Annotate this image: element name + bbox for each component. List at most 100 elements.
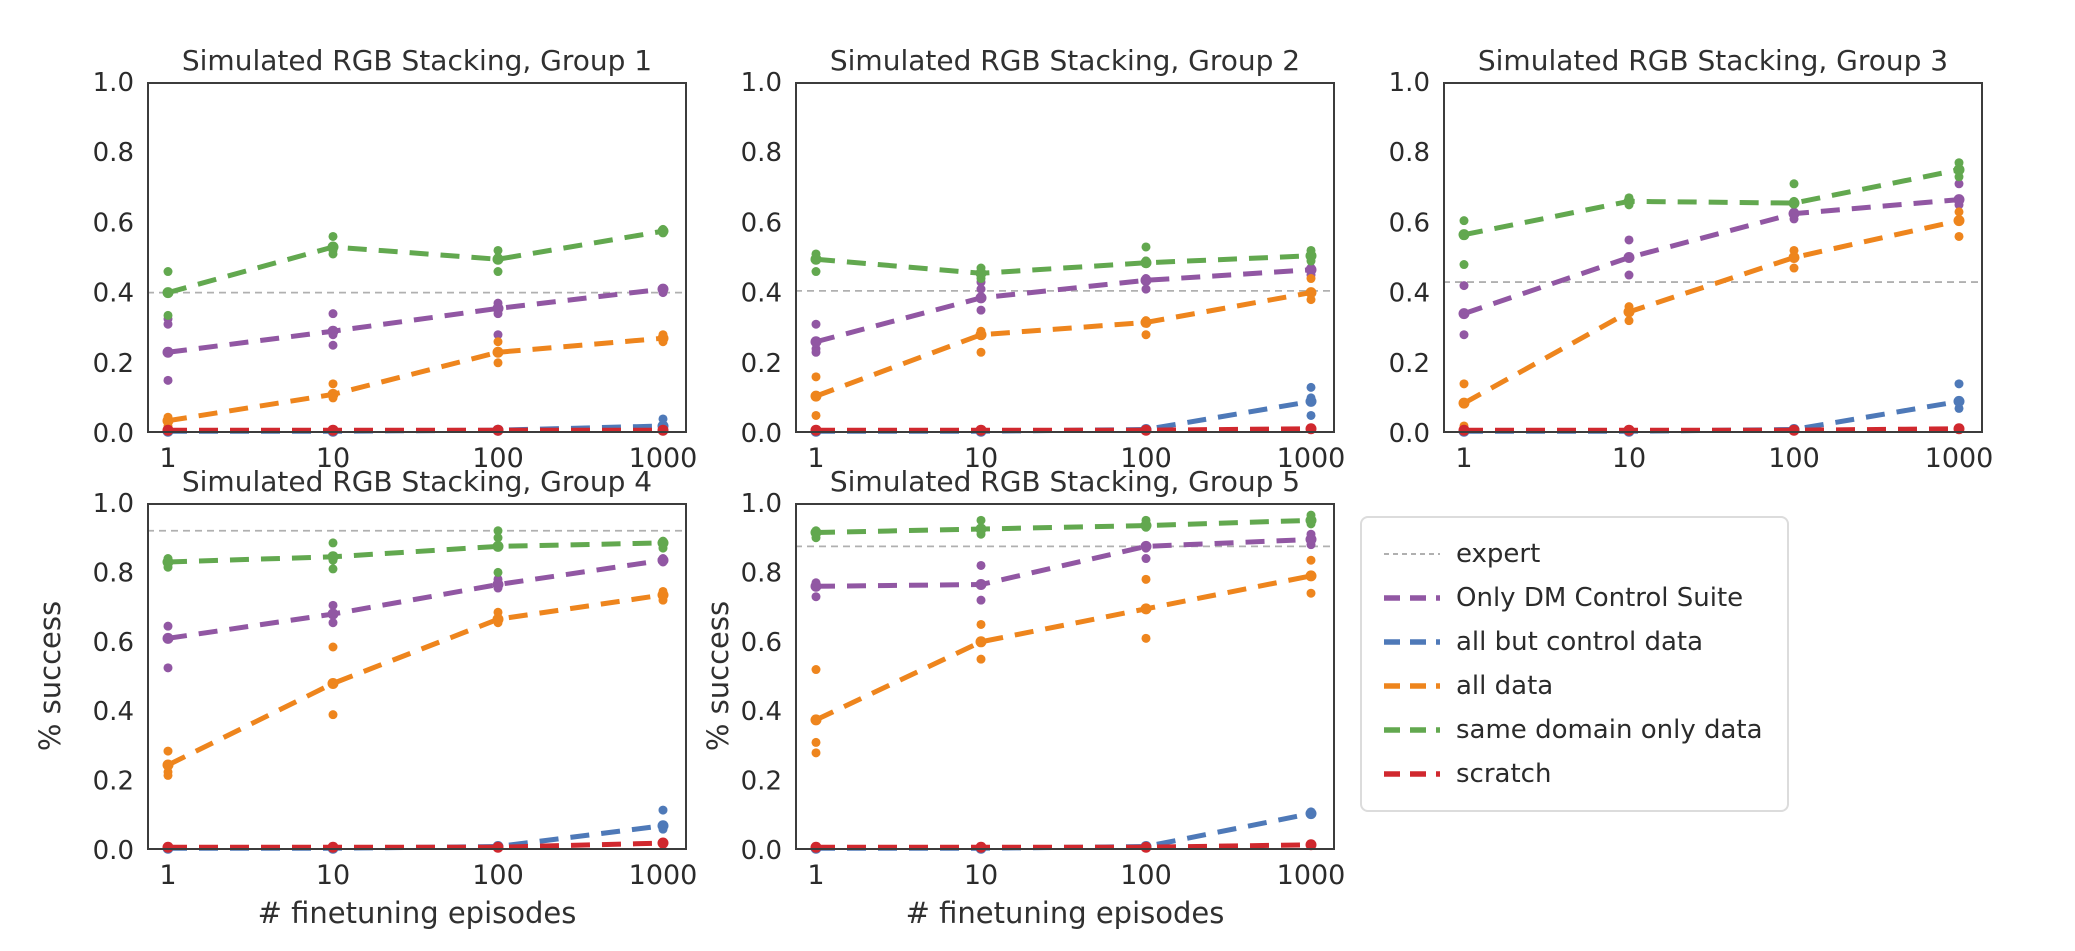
seed-point <box>1459 281 1469 291</box>
seed-point <box>163 746 173 756</box>
subplot-title-group-1: Simulated RGB Stacking, Group 1 <box>181 44 653 77</box>
mean-marker <box>1623 424 1635 436</box>
legend-label: Only DM Control Suite <box>1456 583 1744 613</box>
mean-marker <box>657 537 669 549</box>
series-line <box>1464 426 1960 433</box>
seed-point <box>1459 216 1469 226</box>
mean-marker <box>162 346 174 358</box>
x-tick-label: 1000 <box>629 443 698 474</box>
legend-line-all-but-control-data-icon <box>1384 639 1440 645</box>
legend-label: same domain only data <box>1456 715 1763 745</box>
seed-point <box>811 319 821 329</box>
seed-point <box>811 748 821 758</box>
seed-point <box>1306 555 1316 565</box>
legend-item-same-domain-only-data: same domain only data <box>1384 708 1763 752</box>
mean-marker <box>1140 257 1152 269</box>
seed-point <box>1954 379 1964 389</box>
legend-label: expert <box>1456 539 1541 569</box>
y-tick-label: 0.2 <box>93 767 134 797</box>
seed-point <box>1141 633 1151 643</box>
y-tick-label: 0.8 <box>741 558 782 588</box>
mean-marker <box>975 523 987 535</box>
y-tick-label: 0.6 <box>741 628 782 658</box>
y-tick-label: 0.0 <box>1389 419 1430 449</box>
seed-point <box>493 358 503 368</box>
seed-point <box>1141 284 1151 294</box>
seed-point <box>328 642 338 652</box>
plot-group-3: 0.0 0.2 0.4 0.6 0.8 1.0 1 10 100 1000 <box>1389 68 1994 474</box>
series-line <box>815 536 1312 589</box>
x-tick-label: 100 <box>1768 443 1820 474</box>
y-tick-label: 1.0 <box>741 489 782 519</box>
seed-point <box>328 309 338 319</box>
x-axis-label-group-4: # finetuning episodes <box>257 896 577 930</box>
seed-point <box>328 538 338 548</box>
x-tick-label: 100 <box>472 443 524 474</box>
legend-label: all but control data <box>1456 627 1704 657</box>
mean-marker <box>1953 194 1965 206</box>
mean-marker <box>1788 424 1800 436</box>
series-line <box>1463 167 1960 238</box>
axes-frame <box>147 82 687 433</box>
plot-group-2: 0.0 0.2 0.4 0.6 0.8 1.0 1 10 100 1000 <box>741 68 1346 474</box>
seed-point <box>1141 574 1151 584</box>
series-line <box>1464 398 1960 434</box>
mean-marker <box>1458 229 1470 241</box>
mean-marker <box>975 329 987 341</box>
seed-point <box>1306 382 1316 392</box>
y-axis-label-group-5: % success <box>701 600 735 752</box>
x-tick-label: 10 <box>964 860 998 891</box>
series-line <box>815 253 1312 276</box>
mean-marker <box>492 424 504 436</box>
seed-point <box>976 347 986 357</box>
mean-marker <box>162 287 174 299</box>
x-tick-label: 10 <box>316 443 350 474</box>
mean-marker <box>1458 397 1470 409</box>
x-tick-label: 1 <box>807 443 824 474</box>
y-tick-label: 0.8 <box>93 558 134 588</box>
legend-item-only-dm-control-suite: Only DM Control Suite <box>1384 576 1763 620</box>
legend-item-expert: expert <box>1384 532 1763 576</box>
seed-point <box>163 770 173 780</box>
y-tick-label: 1.0 <box>1389 68 1430 98</box>
mean-marker <box>492 346 504 358</box>
seed-point <box>328 340 338 350</box>
x-tick-label: 10 <box>316 860 350 891</box>
mean-marker <box>1953 395 1965 407</box>
mean-marker <box>327 424 339 436</box>
mean-marker <box>810 253 822 265</box>
mean-marker <box>1305 287 1317 299</box>
seed-point <box>493 330 503 340</box>
mean-marker <box>1140 520 1152 532</box>
x-tick-label: 1 <box>159 860 176 891</box>
series-line <box>816 842 1312 850</box>
axes-frame <box>147 503 687 850</box>
plot-group-5: 0.0 0.2 0.4 0.6 0.8 1.0 1 10 100 1000 <box>741 489 1346 891</box>
x-tick-label: 10 <box>964 443 998 474</box>
legend-item-scratch: scratch <box>1384 752 1763 796</box>
mean-marker <box>1788 197 1800 209</box>
axes-frame <box>1443 82 1983 433</box>
y-tick-label: 0.6 <box>741 208 782 238</box>
y-tick-label: 0.8 <box>93 138 134 168</box>
mean-marker <box>327 388 339 400</box>
seed-point <box>811 410 821 420</box>
y-tick-label: 0.8 <box>1389 138 1430 168</box>
legend-item-all-but-control-data: all but control data <box>1384 620 1763 664</box>
seed-point <box>163 663 173 673</box>
subplot-title-group-5: Simulated RGB Stacking, Group 5 <box>829 465 1301 498</box>
y-tick-label: 0.0 <box>741 419 782 449</box>
legend-line-expert-icon <box>1384 553 1440 555</box>
seed-point <box>328 564 338 574</box>
legend-label: all data <box>1456 671 1554 701</box>
mean-marker <box>1140 841 1152 853</box>
y-tick-label: 0.8 <box>741 138 782 168</box>
seed-point <box>163 310 173 320</box>
seed-point <box>658 805 668 815</box>
mean-marker <box>1623 252 1635 263</box>
seed-point <box>328 710 338 720</box>
seed-point <box>493 267 503 277</box>
mean-marker <box>1140 316 1152 328</box>
mean-marker <box>327 551 339 563</box>
y-tick-label: 0.0 <box>93 836 134 866</box>
